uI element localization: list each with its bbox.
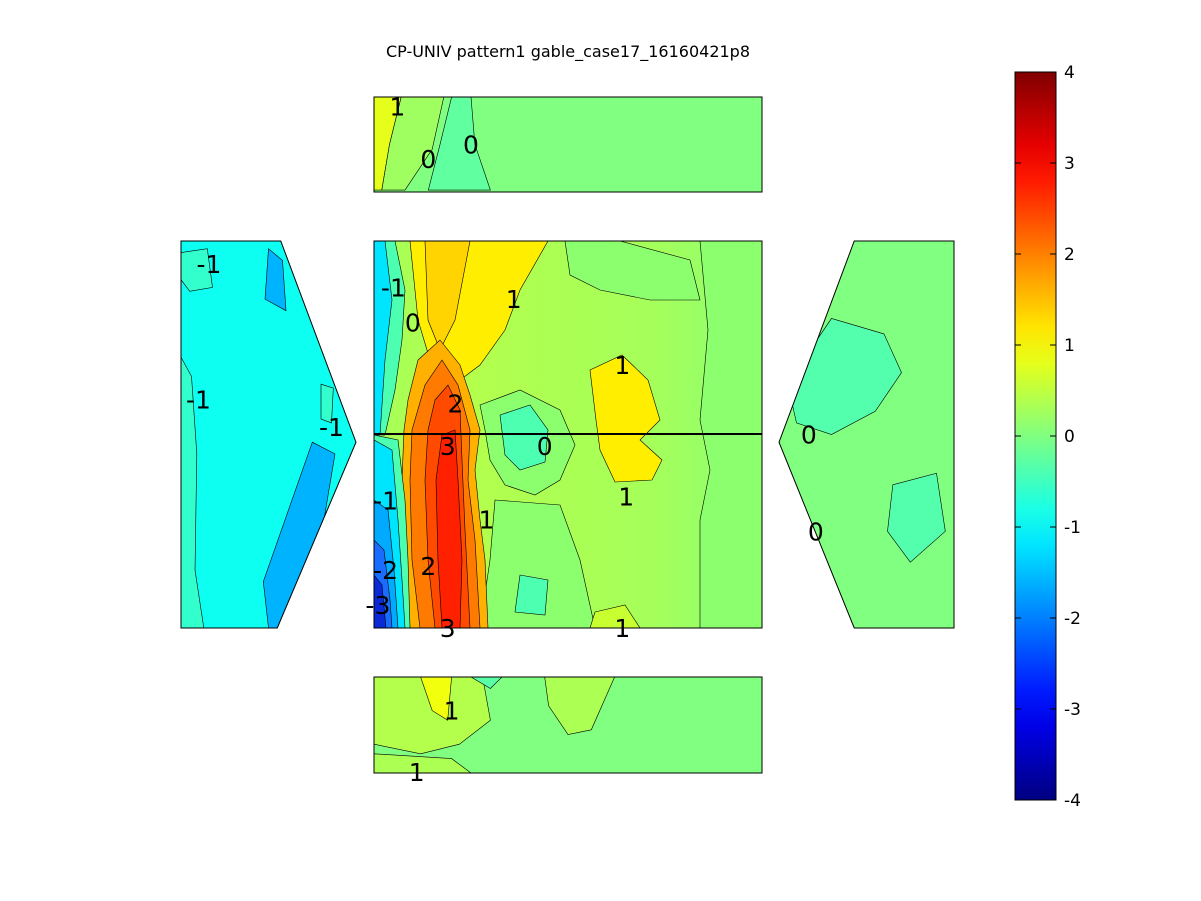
top-face-panel: 10 0 — [373, 93, 763, 193]
contour-region — [381, 97, 445, 191]
colorbar-tick-label: -2 — [1064, 609, 1081, 629]
contour-label: 3 — [440, 614, 456, 643]
contour-label: 1 — [506, 285, 522, 314]
contour-label: -1 — [373, 486, 398, 515]
colorbar-strip — [1014, 71, 1057, 801]
contour-region — [499, 404, 549, 471]
contour-label: -1 — [186, 386, 211, 415]
contour-region — [374, 753, 472, 773]
contour-label: 1 — [389, 93, 405, 122]
contour-region — [320, 383, 334, 424]
contour-label: 1 — [444, 697, 460, 726]
main-face-outline — [373, 240, 763, 629]
top-face-outline — [373, 96, 763, 193]
left-face-panel: -1 -1 -1 — [180, 240, 357, 629]
colorbar-ticks: 4 3 2 1 0 -1 -2 -3 -4 — [1015, 63, 1081, 811]
contour-label: 0 — [801, 421, 817, 450]
left-face-contour-regions — [181, 248, 336, 628]
contour-label: 0 — [537, 432, 553, 461]
contour-region — [589, 604, 641, 628]
contour-label: 1 — [409, 758, 425, 787]
contour-label: -1 — [197, 250, 222, 279]
bottom-face-panel: 11 — [373, 676, 763, 787]
contour-label: 0 — [808, 517, 824, 546]
contour-region — [424, 241, 471, 351]
top-face-contour-regions — [374, 97, 491, 191]
contour-label: 0 — [463, 131, 479, 160]
contour-label: 3 — [440, 432, 456, 461]
contour-region — [374, 241, 393, 436]
main-face-panel: -1 0 1 1 2 3 0 -1 1 1 2 -2 -3 3 1 — [365, 240, 763, 643]
contour-region — [181, 248, 213, 292]
colorbar-tick-label: -1 — [1064, 518, 1081, 538]
contour-region — [374, 677, 491, 755]
contour-region — [427, 97, 491, 191]
colorbar: 4 3 2 1 0 -1 -2 -3 -4 — [1014, 63, 1081, 811]
colorbar-tick-label: 1 — [1064, 336, 1075, 356]
contour-region — [544, 677, 616, 735]
contour-region — [479, 499, 596, 628]
colorbar-tick-label: 4 — [1064, 63, 1075, 83]
colorbar-tick-label: -4 — [1064, 791, 1081, 811]
colorbar-tick-label: -3 — [1064, 700, 1081, 720]
bottom-face-contour-regions — [374, 677, 616, 773]
colorbar-tick-label: 2 — [1064, 245, 1075, 265]
contour-region — [514, 574, 549, 616]
contour-region — [264, 248, 287, 312]
colorbar-tick-label: 3 — [1064, 154, 1075, 174]
contour-region — [435, 429, 463, 628]
contour-label: 2 — [448, 390, 464, 419]
contour-region — [262, 441, 336, 628]
contour-region — [564, 241, 701, 301]
right-face-panel: 00 — [778, 240, 955, 629]
contour-label: 0 — [405, 308, 421, 337]
contour-label: 1 — [614, 614, 630, 643]
contour-label: -1 — [381, 273, 406, 302]
contour-label: -2 — [373, 556, 398, 585]
contour-label: 1 — [614, 351, 630, 380]
colorbar-tick-label: 0 — [1064, 427, 1075, 447]
chart-title: CP-UNIV pattern1 gable_case17_16160421p8 — [386, 42, 750, 62]
right-face-outline — [778, 240, 955, 629]
contour-region — [374, 574, 387, 628]
contour-label: 0 — [420, 145, 436, 174]
main-face-contour-regions — [374, 241, 762, 628]
contour-region — [589, 354, 663, 483]
contour-label: -1 — [319, 413, 344, 442]
bottom-face-outline — [373, 676, 763, 774]
right-face-contour-regions — [787, 318, 946, 563]
contour-region — [181, 356, 205, 628]
contour-region — [420, 677, 452, 721]
contour-label: 1 — [479, 506, 495, 535]
left-face-outline — [180, 240, 357, 629]
contour-label: 2 — [420, 552, 436, 581]
contour-label: -3 — [365, 591, 390, 620]
contour-region — [469, 677, 503, 689]
contour-label: 1 — [618, 482, 634, 511]
contour-region — [887, 472, 946, 563]
